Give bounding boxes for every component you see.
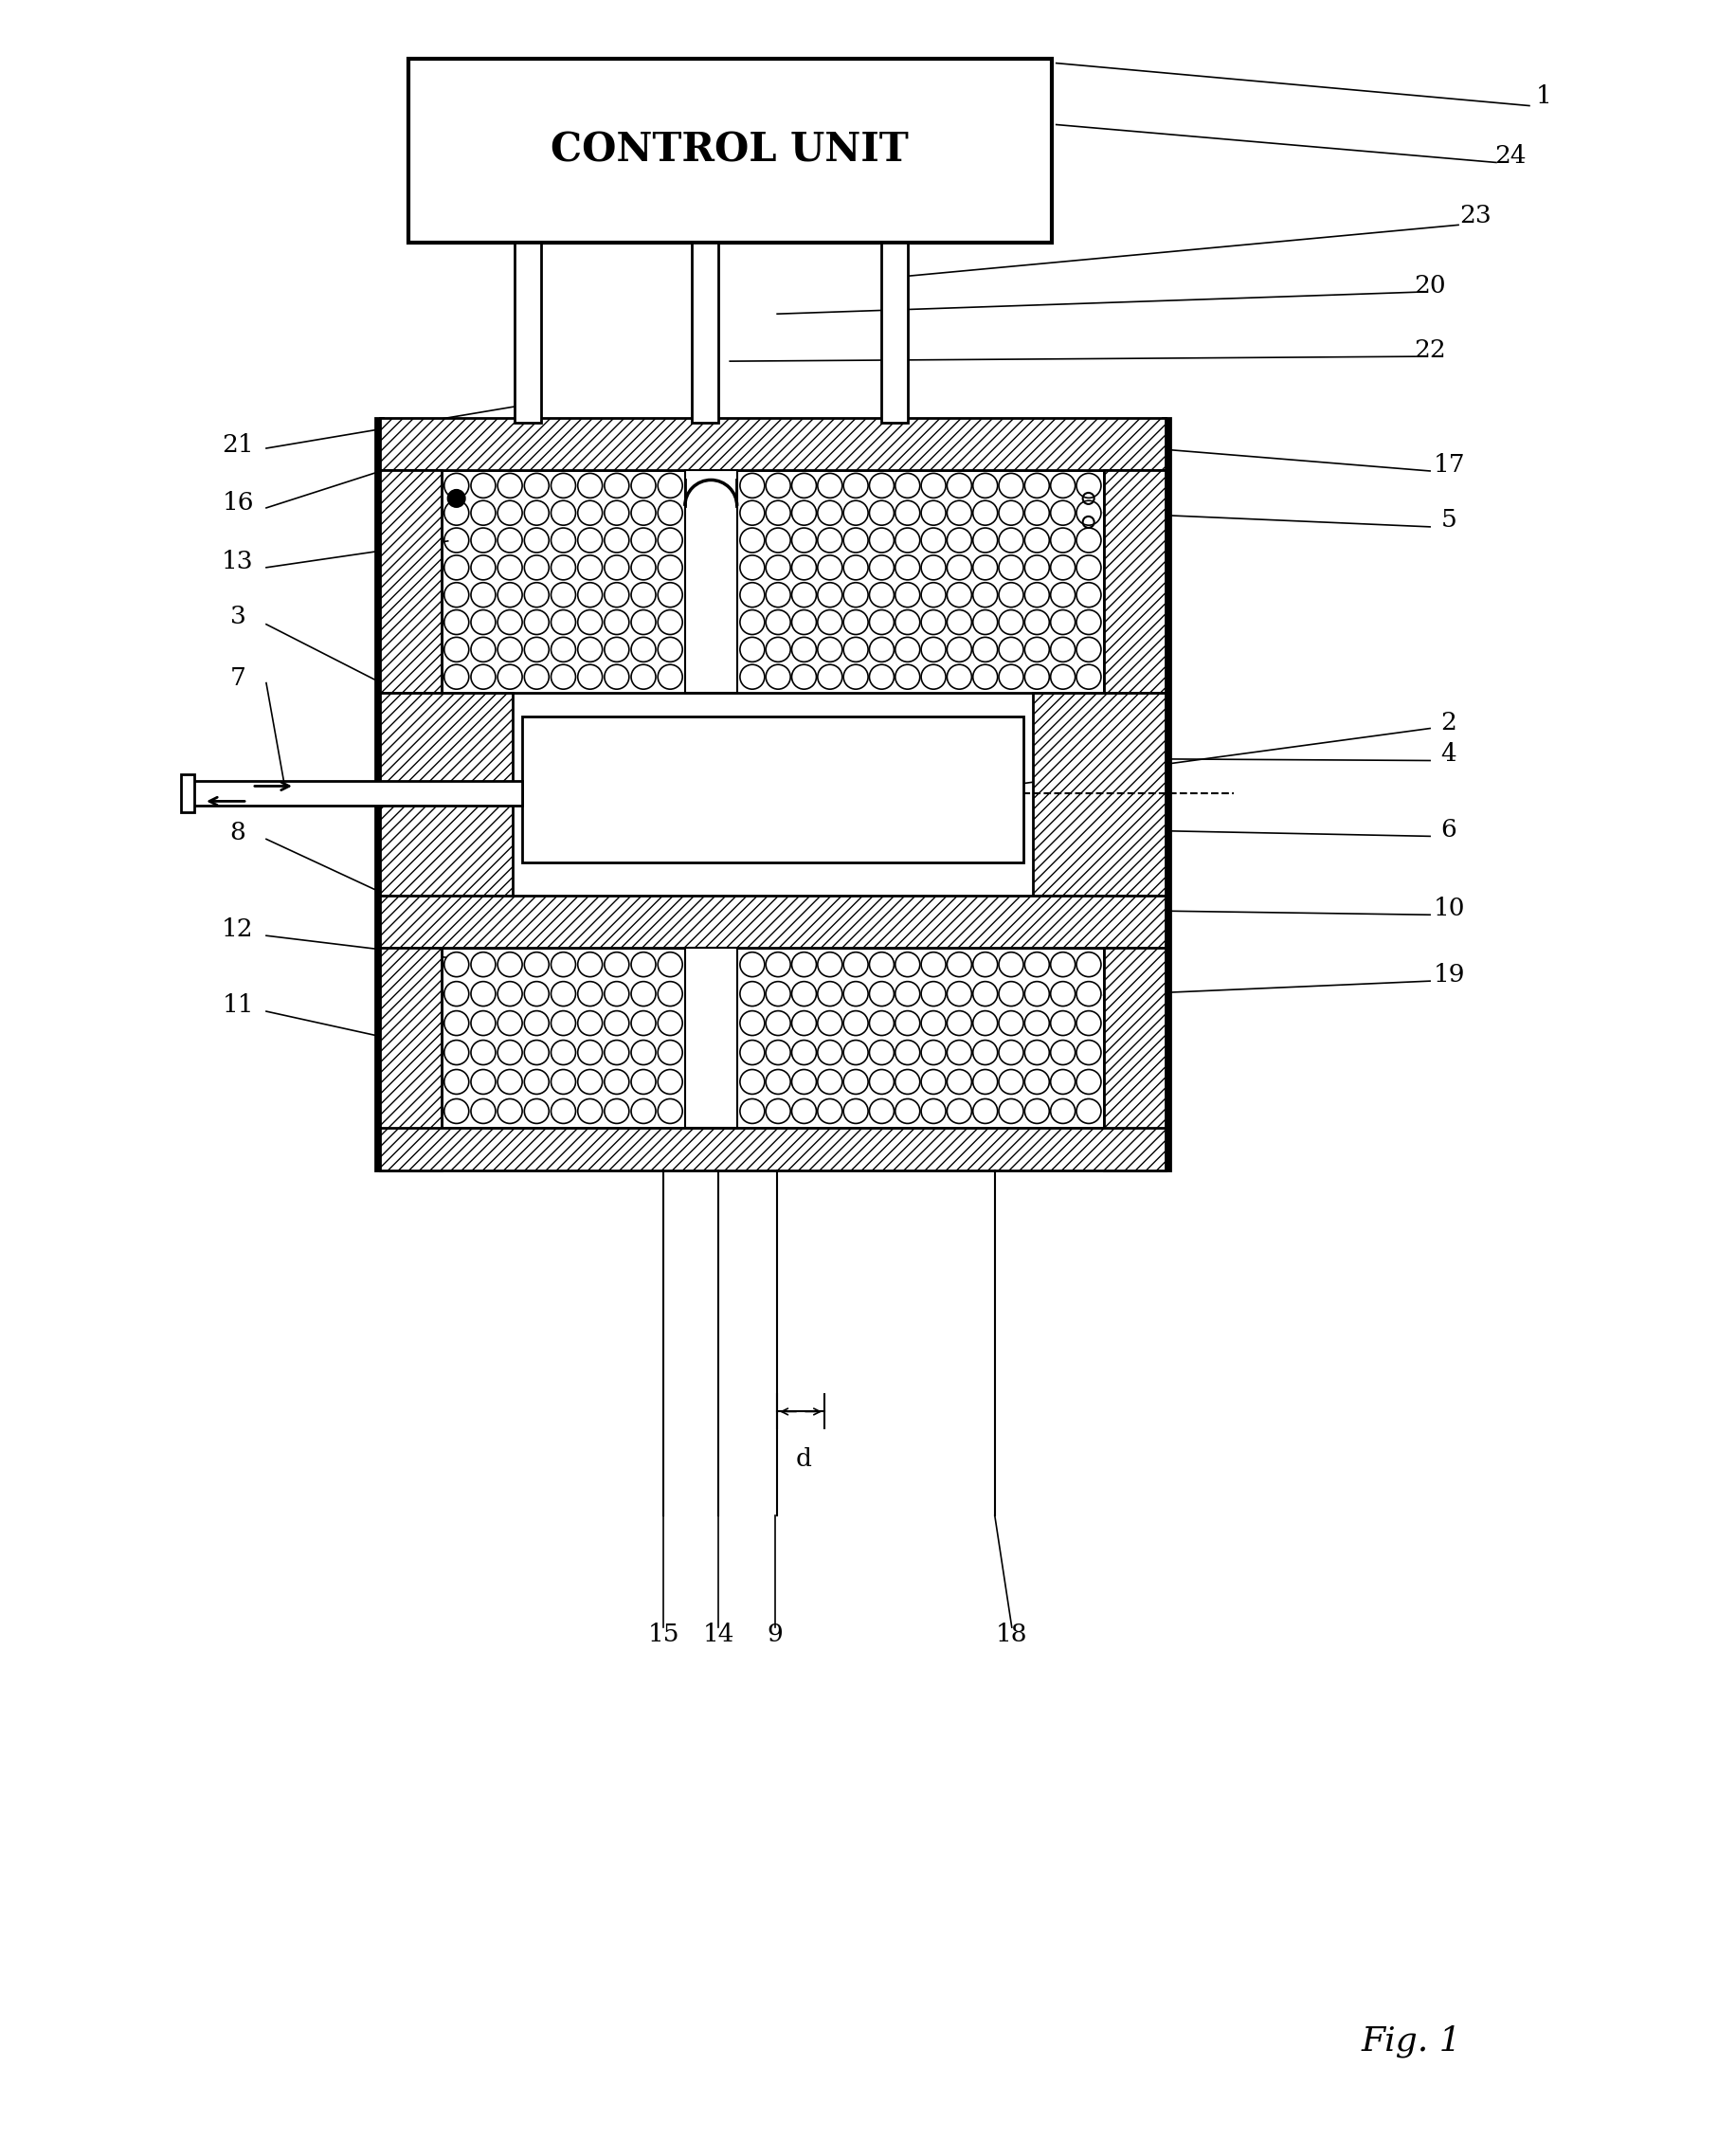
Bar (380, 897, 1165, 948)
Bar (1161, 417, 1168, 1171)
Text: 4: 4 (1441, 743, 1457, 766)
Bar (380, 417, 1165, 471)
Bar (880, 244, 908, 424)
Text: 15: 15 (648, 1622, 679, 1646)
Text: 11: 11 (222, 993, 253, 1016)
Text: 1: 1 (1535, 83, 1550, 109)
Text: 18: 18 (995, 1622, 1028, 1646)
Text: 12: 12 (222, 918, 253, 942)
Text: 24: 24 (1493, 143, 1526, 167)
Text: 6: 6 (1441, 817, 1457, 841)
Text: 7: 7 (229, 666, 247, 689)
Bar (1033, 693, 1165, 897)
Bar (375, 417, 382, 1171)
Text: 14: 14 (703, 1622, 734, 1646)
Bar (380, 693, 512, 897)
Bar (1102, 948, 1165, 1171)
Text: 8: 8 (229, 820, 247, 845)
Bar (380, 1128, 1165, 1171)
Text: 19: 19 (1432, 963, 1463, 987)
Bar (380, 948, 441, 1171)
Text: 22: 22 (1413, 338, 1446, 362)
Text: 17: 17 (1432, 454, 1463, 477)
Text: 16: 16 (222, 492, 253, 516)
Text: 21: 21 (222, 432, 253, 456)
Bar (186, 781, 521, 807)
Circle shape (448, 490, 465, 507)
Text: 9: 9 (767, 1622, 783, 1646)
Text: 2: 2 (1441, 710, 1457, 734)
Bar (691, 244, 719, 424)
Bar (1102, 471, 1165, 693)
Bar (686, 948, 738, 1128)
Bar (441, 948, 1102, 1128)
Text: 13: 13 (222, 550, 253, 574)
Bar (441, 471, 1102, 693)
Text: 10: 10 (1432, 897, 1463, 920)
Text: 23: 23 (1458, 203, 1491, 227)
Bar (514, 244, 540, 424)
Bar (408, 58, 1050, 244)
Bar (686, 471, 738, 693)
Bar (181, 775, 194, 813)
Text: 5: 5 (1441, 509, 1457, 533)
Text: Fig. 1: Fig. 1 (1361, 2024, 1460, 2057)
Bar (380, 471, 441, 693)
Text: d: d (795, 1447, 811, 1470)
Text: CONTROL UNIT: CONTROL UNIT (550, 131, 908, 171)
Bar (521, 717, 1023, 862)
Text: 20: 20 (1413, 274, 1444, 297)
Text: 3: 3 (229, 606, 247, 629)
